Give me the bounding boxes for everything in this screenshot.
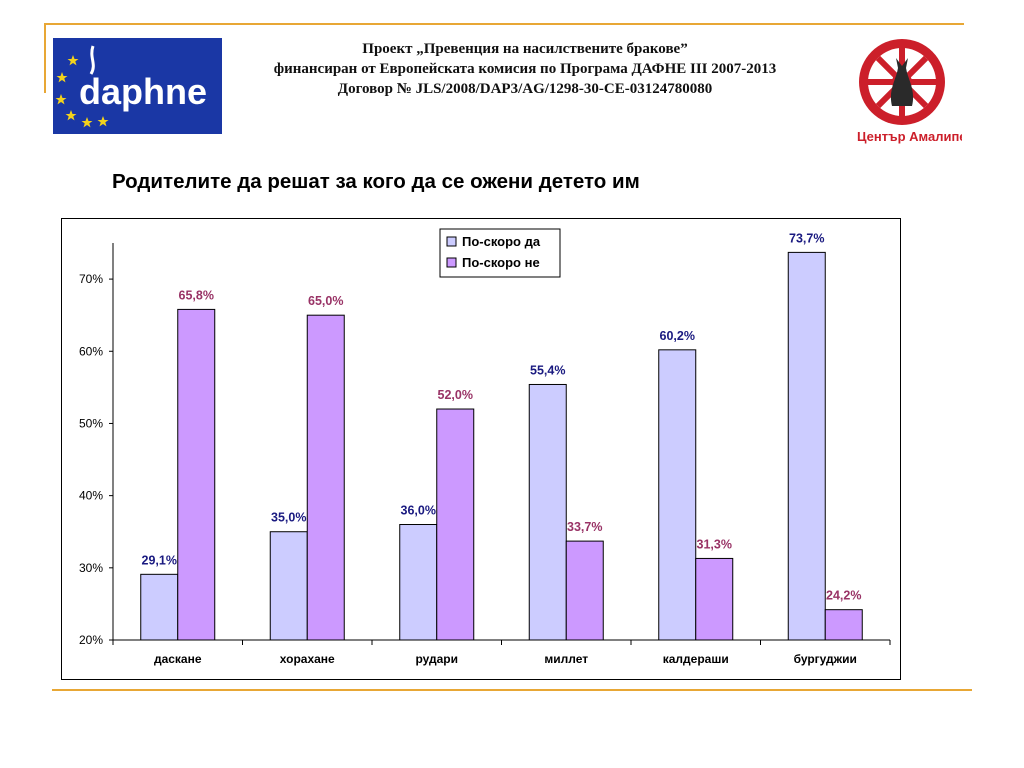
bar-po-skoro-da xyxy=(269,531,308,641)
bar-po-skoro-ne xyxy=(177,308,216,641)
data-label: 65,0% xyxy=(308,294,343,308)
bar-po-skoro-ne xyxy=(695,557,734,641)
page-title: Родителите да решат за кого да се ожени … xyxy=(112,170,640,193)
data-label: 33,7% xyxy=(567,520,602,534)
eu-stars-icon: daphne xyxy=(55,45,207,128)
bar-po-skoro-da xyxy=(528,383,567,641)
chart-frame: 20% 30% 40% 50% 60% 70% 29,1% 65,8% даскане 35,0%… xyxy=(61,218,901,680)
x-tick-label: миллет xyxy=(544,652,588,666)
bar-po-skoro-ne xyxy=(824,609,863,641)
y-tick-label: 70% xyxy=(79,272,103,286)
header-line-2: финансиран от Европейската комисия по Пр… xyxy=(273,61,777,77)
amalipe-logo: Център Амалипе xyxy=(852,34,967,146)
data-label: 31,3% xyxy=(697,537,732,551)
y-tick-label: 60% xyxy=(79,344,103,358)
bar-po-skoro-ne xyxy=(436,408,475,641)
x-tick-label: даскане xyxy=(154,652,202,666)
x-tick-label: хорахане xyxy=(280,652,335,666)
top-rule-vertical xyxy=(44,23,46,93)
bottom-rule xyxy=(52,689,972,691)
data-label: 29,1% xyxy=(142,553,177,567)
daphne-logo: daphne xyxy=(53,38,222,134)
data-label: 36,0% xyxy=(401,504,436,518)
x-tick-label: калдераши xyxy=(663,652,729,666)
data-label: 60,2% xyxy=(660,329,695,343)
bar-po-skoro-ne xyxy=(565,540,604,641)
data-label: 35,0% xyxy=(271,511,306,525)
data-label: 65,8% xyxy=(179,288,214,302)
legend-swatch xyxy=(446,257,457,268)
legend-label: По-скоро не xyxy=(462,255,540,270)
x-tick-label: бургуджии xyxy=(794,652,857,666)
x-tick-label: рудари xyxy=(415,652,458,666)
legend-swatch xyxy=(446,236,457,247)
data-label: 24,2% xyxy=(826,589,861,603)
bar-po-skoro-da xyxy=(658,349,697,641)
legend-label: По-скоро да xyxy=(462,234,541,249)
bar-po-skoro-da xyxy=(787,251,826,641)
header-line-1: Проект „Превенция на насилствените брако… xyxy=(362,41,688,57)
y-tick-label: 20% xyxy=(79,633,103,647)
y-tick-label: 30% xyxy=(79,561,103,575)
legend-box xyxy=(439,228,561,278)
data-label: 55,4% xyxy=(530,363,565,377)
bar-po-skoro-ne xyxy=(306,314,345,641)
data-label: 73,7% xyxy=(789,231,824,245)
bar-chart: 20% 30% 40% 50% 60% 70% 29,1% 65,8% даскане 35,0%… xyxy=(79,228,891,666)
amalipe-wheel-icon: Център Амалипе xyxy=(857,39,967,144)
header-line-3: Договор № JLS/2008/DAP3/AG/1298-30-CE-03… xyxy=(337,81,713,97)
bar-po-skoro-da xyxy=(399,524,438,641)
amalipe-logo-text: Център Амалипе xyxy=(857,129,962,144)
y-tick-label: 40% xyxy=(79,489,103,503)
daphne-logo-text: daphne xyxy=(79,71,207,112)
bar-po-skoro-da xyxy=(140,573,179,641)
top-rule-horizontal xyxy=(44,23,964,25)
y-tick-label: 50% xyxy=(79,416,103,430)
data-label: 52,0% xyxy=(438,388,473,402)
